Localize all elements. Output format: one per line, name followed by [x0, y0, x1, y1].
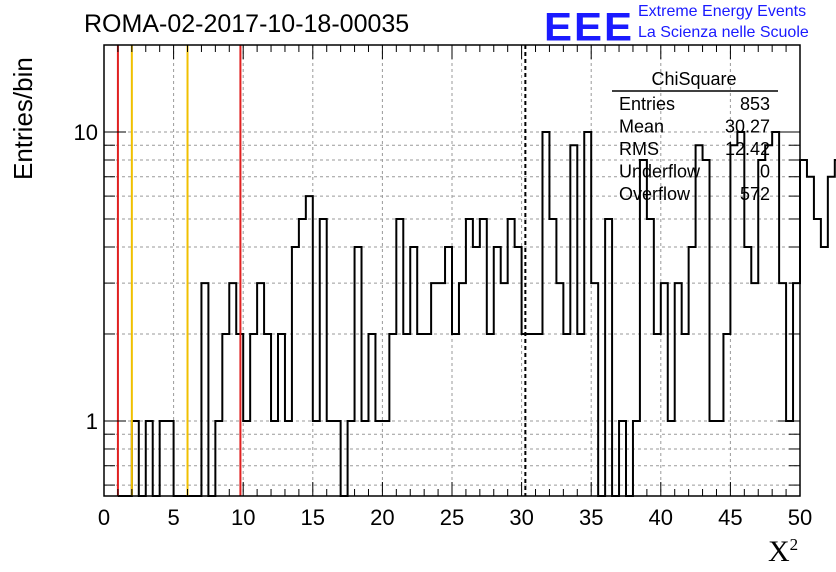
- eee-logo: EEE: [544, 4, 635, 49]
- chart-title: ROMA-02-2017-10-18-00035: [84, 10, 410, 38]
- stats-label: Mean: [619, 117, 664, 137]
- x-tick-label: 5: [167, 505, 179, 530]
- stats-value: 12.42: [725, 139, 770, 159]
- x-tick-label: 45: [718, 505, 742, 530]
- stats-value: 572: [740, 184, 770, 204]
- x-tick-label: 10: [231, 505, 255, 530]
- stats-title: ChiSquare: [651, 69, 736, 89]
- x-tick-label: 0: [98, 505, 110, 530]
- stats-value: 853: [740, 94, 770, 114]
- stats-value: 30.27: [725, 117, 770, 137]
- x-axis-label: X2: [768, 535, 799, 568]
- x-tick-label: 40: [649, 505, 673, 530]
- x-tick-label: 35: [579, 505, 603, 530]
- logo-line-2: La Scienza nelle Scuole: [638, 24, 809, 41]
- x-tick-label: 30: [509, 505, 533, 530]
- logo-line-1: Extreme Energy Events: [638, 3, 807, 20]
- x-tick-label: 15: [301, 505, 325, 530]
- x-tick-label: 20: [370, 505, 394, 530]
- y-tick-label: 1: [86, 409, 98, 434]
- stats-label: Entries: [619, 94, 675, 114]
- stats-label: Overflow: [619, 184, 691, 204]
- stats-value: 0: [760, 162, 770, 182]
- y-tick-label: 10: [74, 120, 98, 145]
- stats-label: Underflow: [619, 162, 701, 182]
- histogram-series: [117, 130, 836, 497]
- x-tick-label: 25: [440, 505, 464, 530]
- x-tick-label: 50: [788, 505, 812, 530]
- stats-label: RMS: [619, 139, 659, 159]
